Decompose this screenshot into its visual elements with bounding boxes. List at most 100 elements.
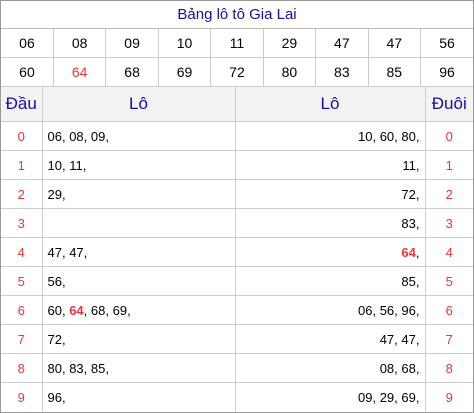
lo-right-cell: 85, — [235, 266, 426, 296]
lo-number: 80 — [47, 360, 62, 376]
number-cell: 09 — [105, 29, 159, 58]
lo-number: 06 — [47, 128, 62, 144]
loto-row: 7 72, 47, 47, 7 — [1, 324, 473, 354]
loto-row: 6 60, 64, 68, 69, 06, 56, 96, 6 — [1, 295, 473, 325]
duoi-cell: 4 — [425, 237, 473, 267]
lo-right-cell: 83, — [235, 208, 426, 238]
lo-number: 68 — [90, 302, 106, 318]
number-cell: 69 — [158, 57, 212, 87]
number-cell: 29 — [263, 29, 317, 58]
lo-number: 47 — [47, 244, 62, 260]
lo-number: 96 — [401, 302, 416, 318]
numbers-row: 06 08 09 10 11 29 47 47 56 — [1, 29, 473, 58]
dau-cell: 9 — [1, 382, 43, 411]
number-cell: 47 — [315, 29, 369, 58]
lo-number: 08 — [69, 128, 84, 144]
lo-number: 69 — [112, 302, 128, 318]
dau-cell: 5 — [1, 266, 43, 296]
lo-number: 47 — [401, 331, 416, 347]
lo-left-cell — [42, 208, 236, 238]
number-cell: 08 — [53, 29, 107, 58]
lo-right-cell: 72, — [235, 179, 426, 209]
number-cell: 06 — [1, 29, 54, 58]
lo-number: 11 — [402, 157, 416, 173]
dau-cell: 3 — [1, 208, 43, 238]
header-duoi: Đuôi — [425, 87, 473, 122]
lo-right-cell: 06, 56, 96, — [235, 295, 426, 325]
lo-number: 47 — [379, 331, 395, 347]
lo-left-cell: 56, — [42, 266, 236, 296]
dau-cell: 8 — [1, 353, 43, 383]
loto-row: 4 47, 47, 64, 4 — [1, 237, 473, 267]
lo-number: 72 — [401, 186, 416, 202]
header-lo-left: Lô — [42, 87, 236, 122]
duoi-cell: 5 — [425, 266, 473, 296]
lo-number: 10 — [358, 128, 373, 144]
dau-cell: 4 — [1, 237, 43, 267]
lo-right-cell: 10, 60, 80, — [235, 121, 426, 151]
number-cell: 83 — [315, 57, 369, 87]
lo-number: 85 — [401, 273, 416, 289]
lo-number: 09 — [358, 389, 373, 405]
lo-number: 29 — [47, 186, 62, 202]
loto-row: 2 29, 72, 2 — [1, 179, 473, 209]
number-cell: 56 — [420, 29, 473, 58]
numbers-table: 06 08 09 10 11 29 47 47 56 60 64 68 69 72 80 83 85 96 — [1, 29, 473, 87]
lo-left-cell: 72, — [42, 324, 236, 354]
lo-right-cell: 08, 68, — [235, 353, 426, 383]
header-lo-right: Lô — [235, 87, 426, 122]
dau-cell: 2 — [1, 179, 43, 209]
duoi-cell: 3 — [425, 208, 473, 238]
lo-right-cell: 09, 29, 69, — [235, 382, 426, 411]
lo-number: 83 — [69, 360, 84, 376]
loto-table: Đầu Lô Lô Đuôi 0 06, 08, 09, 10, 60, 80, … — [1, 87, 473, 411]
lo-left-cell: 10, 11, — [42, 150, 236, 180]
loto-row: 8 80, 83, 85, 08, 68, 8 — [1, 353, 473, 383]
number-cell: 80 — [263, 57, 317, 87]
lo-left-cell: 47, 47, — [42, 237, 236, 267]
lo-number: 69 — [401, 389, 416, 405]
lo-number: 85 — [90, 360, 106, 376]
lo-left-cell: 80, 83, 85, — [42, 353, 236, 383]
number-cell: 64 — [53, 57, 107, 87]
number-cell: 11 — [210, 29, 264, 58]
duoi-cell: 6 — [425, 295, 473, 325]
lo-number: 64 — [69, 302, 84, 318]
number-cell: 72 — [210, 57, 264, 87]
lo-number: 47 — [69, 244, 84, 260]
lo-number: 29 — [379, 389, 395, 405]
lo-right-cell: 47, 47, — [235, 324, 426, 354]
number-cell: 96 — [420, 57, 473, 87]
number-cell: 85 — [368, 57, 422, 87]
loto-row: 0 06, 08, 09, 10, 60, 80, 0 — [1, 121, 473, 151]
lo-number: 60 — [379, 128, 395, 144]
lo-number: 68 — [401, 360, 416, 376]
lo-number: 10 — [47, 157, 62, 173]
lo-number: 72 — [47, 331, 62, 347]
dau-cell: 6 — [1, 295, 43, 325]
lo-left-cell: 60, 64, 68, 69, — [42, 295, 236, 325]
lo-left-cell: 06, 08, 09, — [42, 121, 236, 151]
duoi-cell: 2 — [425, 179, 473, 209]
loto-row: 5 56, 85, 5 — [1, 266, 473, 296]
lo-number: 64 — [401, 244, 416, 260]
loto-row: 3 83, 3 — [1, 208, 473, 238]
lo-right-cell: 11, — [235, 150, 426, 180]
loto-row: 9 96, 09, 29, 69, 9 — [1, 382, 473, 411]
duoi-cell: 8 — [425, 353, 473, 383]
lo-number: 56 — [379, 302, 395, 318]
lo-number: 56 — [47, 273, 62, 289]
lo-left-cell: 96, — [42, 382, 236, 411]
lo-number: 60 — [47, 302, 62, 318]
duoi-cell: 0 — [425, 121, 473, 151]
lo-number: 06 — [358, 302, 373, 318]
duoi-cell: 1 — [425, 150, 473, 180]
dau-cell: 0 — [1, 121, 43, 151]
dau-cell: 1 — [1, 150, 43, 180]
lo-number: 11 — [69, 157, 83, 173]
lo-left-cell: 29, — [42, 179, 236, 209]
number-cell: 60 — [1, 57, 54, 87]
board-title: Bảng lô tô Gia Lai — [1, 1, 473, 29]
dau-cell: 7 — [1, 324, 43, 354]
